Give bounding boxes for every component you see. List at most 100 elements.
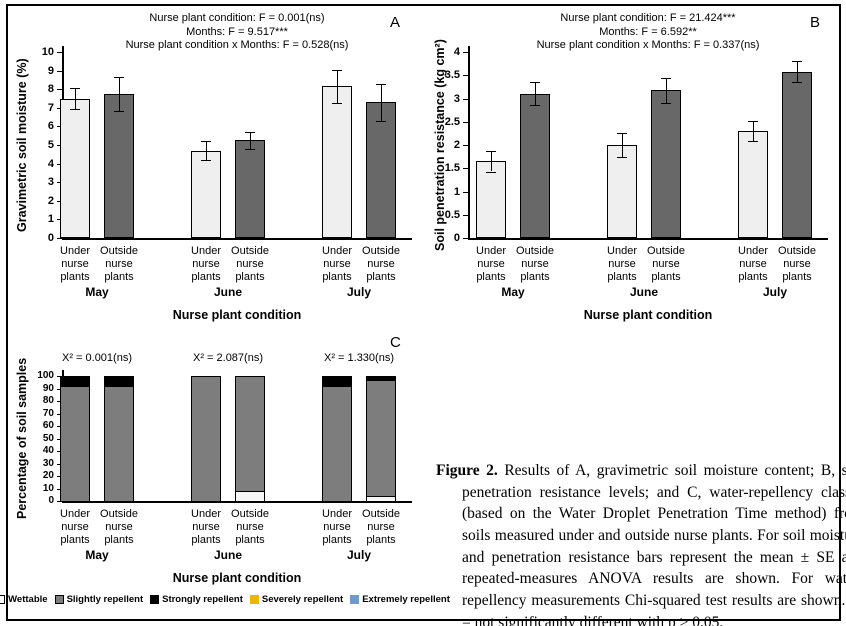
y-axis-tick [463,238,468,239]
y-axis-tick [57,163,62,165]
stacked-bar-segment [366,496,396,501]
error-bar-line [490,151,492,172]
bar [104,93,134,238]
bar-tick-label: Under nurse plants [476,245,506,283]
y-axis-tick [57,476,62,477]
y-tick-label: 20 [42,470,54,481]
y-axis-tick [57,501,62,502]
y-tick-label: 10 [42,482,54,494]
y-axis-tick [57,401,62,402]
y-tick-label: 0 [47,232,54,244]
y-tick-label: 4 [453,46,460,58]
stacked-bar-segment [366,376,396,380]
y-axis-tick [57,182,62,184]
y-axis-tick [57,388,62,390]
y-axis-tick [57,70,62,72]
y-tick-label: 7 [47,101,54,114]
stacked-bar-segment [104,386,134,501]
y-tick-label: 1 [47,213,54,226]
legend-color-swatch [0,595,6,604]
y-axis-tick [57,126,62,128]
bar [520,93,550,238]
bar-tick-label: Outside nurse plants [362,245,400,283]
error-bar-cap [332,103,342,105]
legend-item: Extremely repellent [350,594,450,605]
month-label: June [213,285,242,299]
y-axis-tick [57,219,62,221]
y-axis-tick [57,107,62,109]
y-axis-tick [57,438,62,440]
x-axis-line [62,238,412,240]
y-tick-label: 100 [37,370,54,381]
bar-tick-label: Under nurse plants [607,245,637,283]
stats-line: Nurse plant condition: F = 0.001(ns) [149,12,325,24]
y-axis-tick [463,52,468,53]
y-tick-label: 50 [42,432,54,444]
month-label: May [85,285,109,299]
bar-tick-label: Outside nurse plants [231,508,269,546]
y-tick-label: 2 [47,194,54,207]
legend: Wettable Slightly repellent Strongly repel… [0,594,450,605]
bar-tick-label: Outside nurse plants [516,245,554,283]
legend-color-swatch [350,595,360,604]
legend-label: Extremely repellent [362,594,450,605]
y-axis-tick [463,75,468,77]
y-axis-tick [463,145,468,146]
error-bar-cap [617,133,627,135]
month-label: June [213,548,242,562]
y-tick-label: 30 [42,457,54,469]
y-tick-label: 0 [48,495,54,506]
chart-panel-c: 0 10 20 30 40 50 60 70 80 90 100 X² = 0.001(ns) X² =… [0,330,450,622]
stats-line: Months: F = 6.592** [599,25,697,38]
x-axis-title: Nurse plant condition [583,308,713,322]
bar [366,102,396,238]
y-tick-label: 3 [453,92,460,105]
stats-line: Nurse plant condition x Months: F = 0.33… [536,39,760,51]
bar-tick-label: Under nurse plants [60,508,90,546]
error-bar-cap [201,159,211,161]
y-axis-tick [57,413,62,415]
y-axis-tick [57,426,62,427]
bar [476,161,506,238]
bar-tick-label: Outside nurse plants [231,245,269,283]
y-axis-tick [57,145,62,146]
bar [651,90,681,238]
y-axis-tick [57,238,62,239]
x-axis-line [468,238,828,240]
y-axis-tick [463,98,468,100]
bar-tick-label: Outside nurse plants [647,245,685,283]
stacked-bar-segment [322,386,352,501]
error-bar-cap [617,156,627,158]
bar [191,150,221,238]
y-axis-tick [463,168,468,170]
bar [782,71,812,238]
y-axis-tick [57,376,62,377]
y-tick-label: 9 [47,64,54,77]
figure-border [6,4,841,621]
legend-label: Severely repellent [261,594,344,605]
chi-square-annotation: X² = 0.001(ns) [61,352,132,364]
error-bar-cap [530,105,540,107]
legend-color-swatch [54,595,64,604]
legend-item: Wettable [0,594,48,605]
y-tick-label: 0.5 [444,208,460,221]
bar-tick-label: Under nurse plants [322,245,352,283]
bar-tick-label: Under nurse plants [191,508,221,546]
error-bar-cap [486,151,496,153]
error-bar-cap [661,102,671,104]
figure-caption: Figure 2. Results of A, gravimetric soil… [436,460,846,626]
bar-tick-label: Outside nurse plants [362,508,400,546]
error-bar-cap [245,148,255,150]
stacked-bar-segment [235,491,265,501]
bar-tick-label: Outside nurse plants [100,245,138,283]
y-axis-tick [57,89,62,91]
legend-item: Slightly repellent [54,594,143,605]
month-label: May [501,285,525,299]
month-label: May [85,548,109,562]
bar-tick-label: Under nurse plants [322,508,352,546]
bar-tick-label: Outside nurse plants [100,508,138,546]
error-bar-cap [245,131,255,133]
error-bar-line [752,120,754,142]
error-bar-line [621,133,623,157]
